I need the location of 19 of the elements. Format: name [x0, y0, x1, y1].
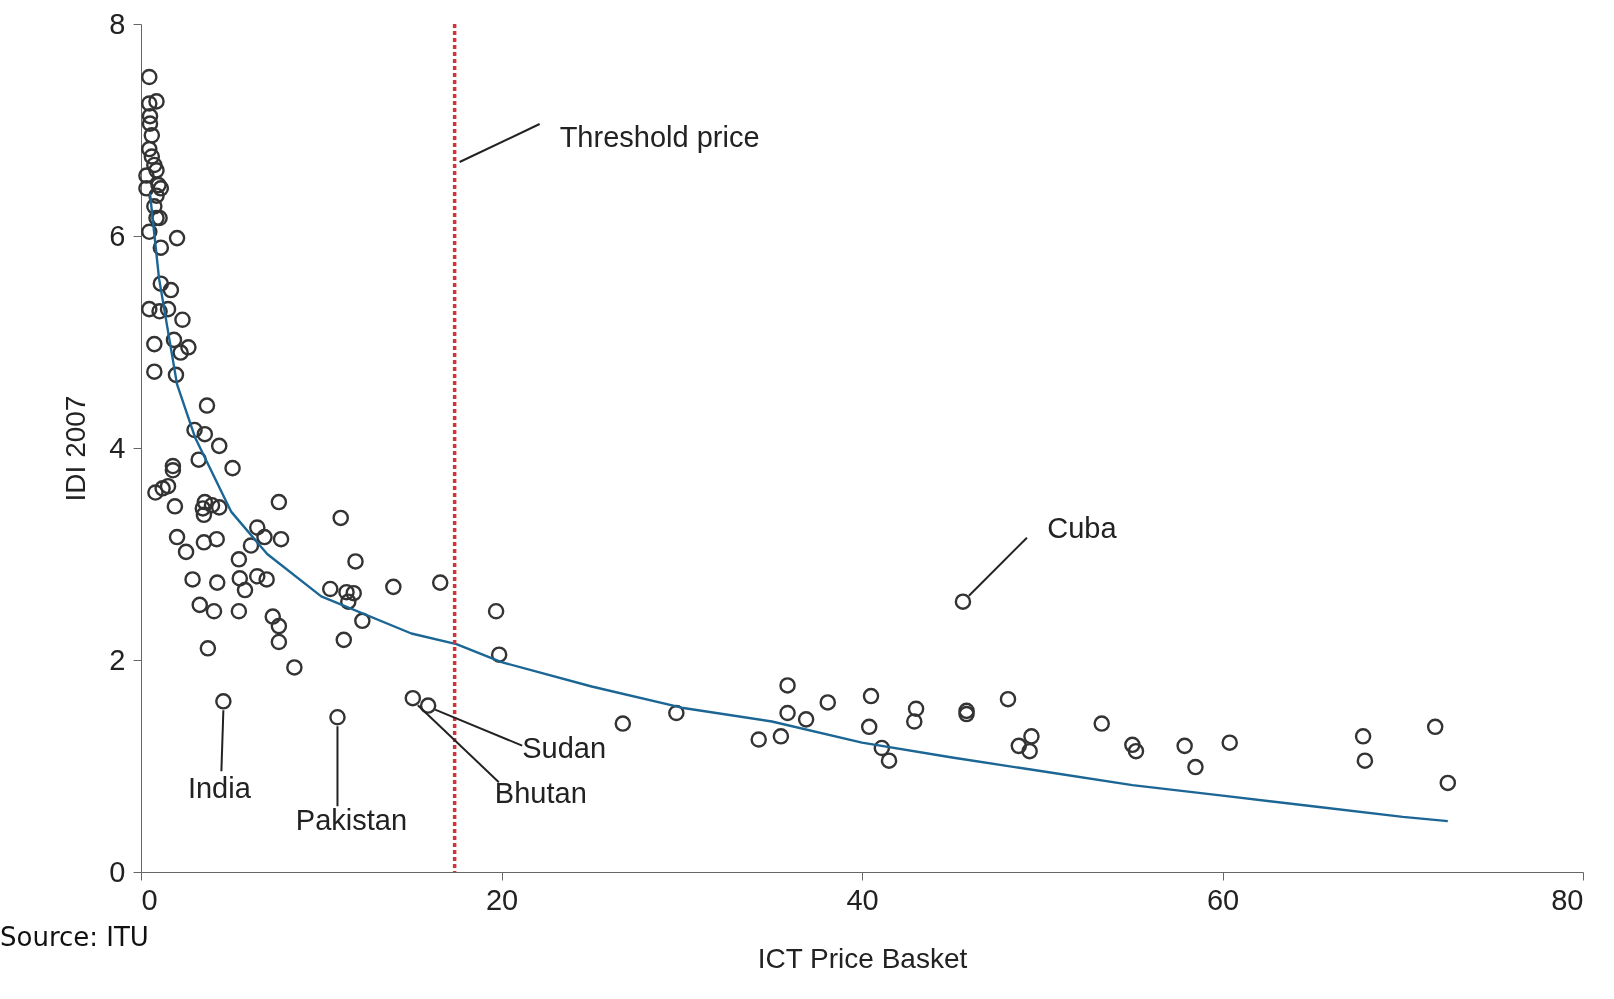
x-tick-label: 0 [141, 883, 158, 916]
ref-line-label: Threshold price [559, 121, 760, 153]
annotation: Sudan [522, 731, 607, 764]
annotation: Bhutan [494, 777, 587, 810]
source-note: Source: ITU [0, 922, 149, 952]
y-tick-label: 6 [109, 219, 126, 252]
y-tick-label: 8 [109, 7, 126, 40]
y-tick-label: 0 [109, 855, 126, 888]
annotation: Cuba [1047, 511, 1118, 544]
x-tick-label: 20 [485, 883, 519, 916]
annotation: Pakistan [295, 804, 408, 837]
annotation: India [187, 772, 252, 805]
x-tick-label: 60 [1206, 883, 1240, 916]
x-tick-label: 40 [846, 883, 879, 916]
y-tick-label: 4 [109, 431, 126, 464]
x-axis-title: ICT Price Basket [757, 942, 968, 974]
y-axis-title: IDI 2007 [60, 395, 92, 502]
y-tick-label: 2 [109, 643, 126, 676]
x-tick-label: 80 [1551, 883, 1584, 916]
